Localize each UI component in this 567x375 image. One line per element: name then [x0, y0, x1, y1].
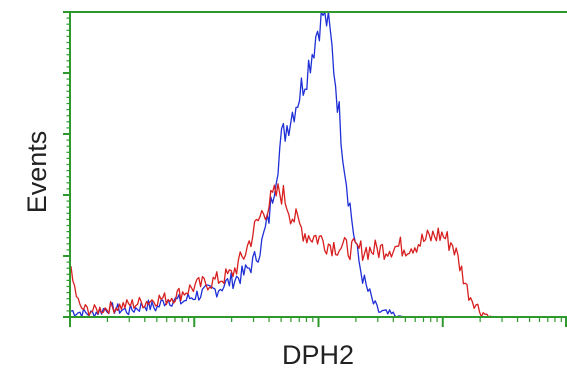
- series-line-red: [70, 183, 565, 318]
- tick-marks: [63, 11, 567, 327]
- plot-background: [70, 12, 567, 317]
- x-axis-label: DPH2: [282, 340, 354, 370]
- y-axis-label: Events: [22, 131, 52, 214]
